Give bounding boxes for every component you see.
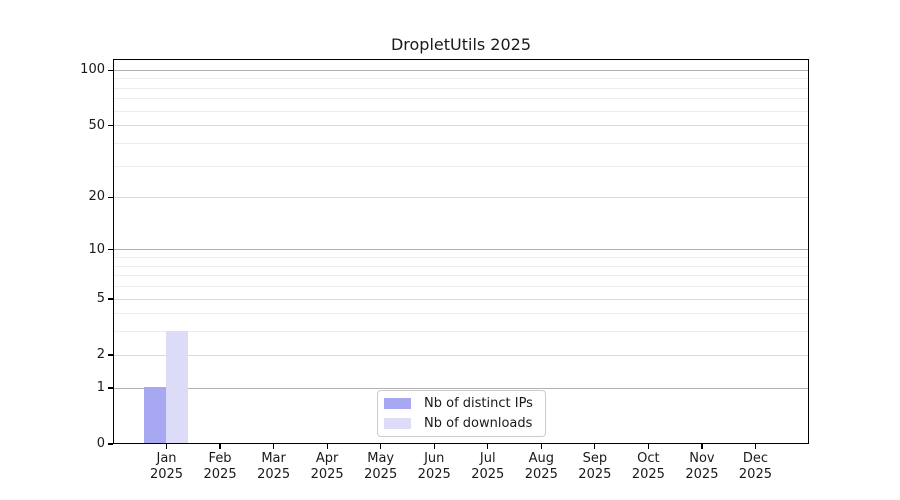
y-tick-label: 2 xyxy=(96,347,105,363)
year-label: 2025 xyxy=(685,466,719,482)
month-label: May xyxy=(367,451,395,466)
year-label: 2025 xyxy=(471,466,505,482)
minor-gridline xyxy=(114,331,808,333)
x-tick-label: Nov 2025 xyxy=(670,451,734,482)
y-tick-mark xyxy=(107,443,113,445)
plot-area xyxy=(113,59,809,444)
x-tick-mark xyxy=(540,444,542,449)
month-label: Oct xyxy=(637,451,660,466)
x-tick-label: Aug 2025 xyxy=(509,451,573,482)
y-tick-mark xyxy=(107,387,113,389)
minor-gridline xyxy=(114,87,808,89)
year-label: 2025 xyxy=(257,466,291,482)
x-tick-mark xyxy=(487,444,489,449)
x-tick-mark xyxy=(701,444,703,449)
x-tick-mark xyxy=(219,444,221,449)
labeled-gridline xyxy=(114,125,808,127)
year-label: 2025 xyxy=(524,466,558,482)
x-tick-label: Dec 2025 xyxy=(723,451,787,482)
month-label: Sep xyxy=(582,451,608,466)
year-label: 2025 xyxy=(310,466,344,482)
minor-gridline xyxy=(114,142,808,144)
year-label: 2025 xyxy=(149,466,184,482)
x-tick-label: Jul 2025 xyxy=(456,451,520,482)
y-tick-label: 20 xyxy=(88,189,105,205)
year-label: 2025 xyxy=(578,466,612,482)
year-label: 2025 xyxy=(738,466,772,482)
month-label: Nov xyxy=(689,451,715,466)
month-label: Jan xyxy=(156,451,177,466)
month-label: Jun xyxy=(424,451,445,466)
major-gridline xyxy=(114,69,808,71)
x-tick-label: Feb 2025 xyxy=(188,451,252,482)
x-tick-label: Apr 2025 xyxy=(295,451,359,482)
minor-gridline xyxy=(114,110,808,112)
major-gridline xyxy=(114,387,808,389)
labeled-gridline xyxy=(114,197,808,199)
y-tick-mark xyxy=(107,249,113,251)
x-tick-mark xyxy=(380,444,382,449)
x-tick-mark xyxy=(647,444,650,449)
chart-title: DropletUtils 2025 xyxy=(390,35,532,54)
minor-gridline xyxy=(114,165,808,167)
month-label: Jul xyxy=(479,451,496,466)
x-tick-mark xyxy=(594,444,596,449)
month-label: Dec xyxy=(742,451,769,466)
x-tick-label: Jan 2025 xyxy=(135,451,199,482)
legend-label: Nb of downloads xyxy=(424,416,533,431)
x-tick-label: Oct 2025 xyxy=(616,451,680,482)
y-tick-mark xyxy=(107,124,113,127)
legend-label: Nb of distinct IPs xyxy=(424,396,533,411)
legend-item: Nb of distinct IPs xyxy=(384,394,539,414)
x-tick-label: Mar 2025 xyxy=(242,451,306,482)
minor-gridline xyxy=(114,257,808,259)
y-tick-label: 50 xyxy=(88,117,105,133)
major-gridline xyxy=(114,249,808,251)
year-label: 2025 xyxy=(631,466,665,482)
x-tick-mark xyxy=(272,444,275,449)
legend-swatch-downloads xyxy=(384,418,411,429)
x-tick-mark xyxy=(433,444,435,449)
y-tick-mark xyxy=(107,196,113,199)
minor-gridline xyxy=(114,313,808,315)
minor-gridline xyxy=(114,78,808,80)
y-tick-mark xyxy=(107,69,113,71)
x-tick-label: May 2025 xyxy=(349,451,413,482)
legend-item: Nb of downloads xyxy=(384,414,539,434)
year-label: 2025 xyxy=(203,466,237,482)
y-tick-label: 100 xyxy=(80,62,105,78)
month-label: Feb xyxy=(208,451,232,466)
labeled-gridline xyxy=(114,298,808,300)
x-tick-mark xyxy=(754,444,757,449)
x-tick-mark xyxy=(165,444,168,449)
labeled-gridline xyxy=(114,354,808,356)
bar-distinct-ips xyxy=(144,386,167,443)
x-tick-label: Jun 2025 xyxy=(402,451,466,482)
y-tick-label: 10 xyxy=(88,241,105,257)
month-label: Aug xyxy=(528,451,554,466)
legend-swatch-distinct-ips xyxy=(384,398,411,409)
y-tick-label: 1 xyxy=(96,379,105,395)
x-tick-label: Sep 2025 xyxy=(563,451,627,482)
legend: Nb of distinct IPs Nb of downloads xyxy=(377,390,546,437)
minor-gridline xyxy=(114,265,808,267)
minor-gridline xyxy=(114,275,808,277)
y-tick-label: 0 xyxy=(96,436,105,451)
y-tick-label: 5 xyxy=(96,290,105,306)
y-tick-mark xyxy=(107,298,113,300)
month-label: Apr xyxy=(315,451,339,466)
x-tick-mark xyxy=(326,444,328,449)
month-label: Mar xyxy=(261,451,286,466)
minor-gridline xyxy=(114,98,808,100)
y-tick-mark xyxy=(107,354,113,356)
year-label: 2025 xyxy=(417,466,451,482)
minor-gridline xyxy=(114,286,808,288)
bar-downloads xyxy=(166,330,189,443)
year-label: 2025 xyxy=(364,466,398,482)
